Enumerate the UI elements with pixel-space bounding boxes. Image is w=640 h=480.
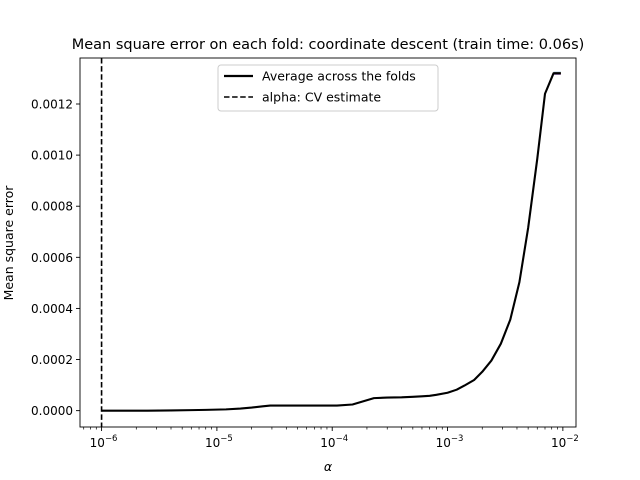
y-axis-label: Mean square error	[1, 185, 16, 301]
y-axis-ticks: 0.0000 0.0002 0.0004 0.0006 0.0008 0.0010 0.00…	[31, 97, 80, 418]
y-tick-label: 0.0000	[31, 404, 73, 418]
x-tick-label: 10−5	[205, 434, 233, 450]
x-tick-label: 10−4	[320, 434, 348, 450]
plot-area	[100, 58, 561, 427]
legend-label-cv-estimate: alpha: CV estimate	[262, 90, 381, 105]
y-tick-label: 0.0008	[31, 200, 73, 214]
x-tick-label: 10−3	[436, 434, 464, 450]
average-across-folds-line	[101, 72, 561, 412]
x-tick-label: 10−2	[551, 434, 579, 450]
y-tick-label: 0.0012	[31, 97, 73, 111]
y-tick-label: 0.0004	[31, 302, 73, 316]
y-tick-label: 0.0002	[31, 353, 73, 367]
legend-box	[217, 64, 439, 112]
x-tick-label: 10−6	[90, 434, 118, 450]
axes-frame	[79, 57, 577, 428]
chart-title: Mean square error on each fold: coordina…	[72, 37, 585, 53]
legend: Average across the folds alpha: CV estim…	[217, 64, 439, 112]
legend-label-average: Average across the folds	[262, 69, 416, 84]
x-axis-label: α	[324, 459, 333, 474]
y-tick-label: 0.0010	[31, 149, 73, 163]
x-axis-ticks: 10−6 10−5 10−4 10−3 10−2	[83, 427, 579, 450]
y-tick-label: 0.0006	[31, 251, 73, 265]
